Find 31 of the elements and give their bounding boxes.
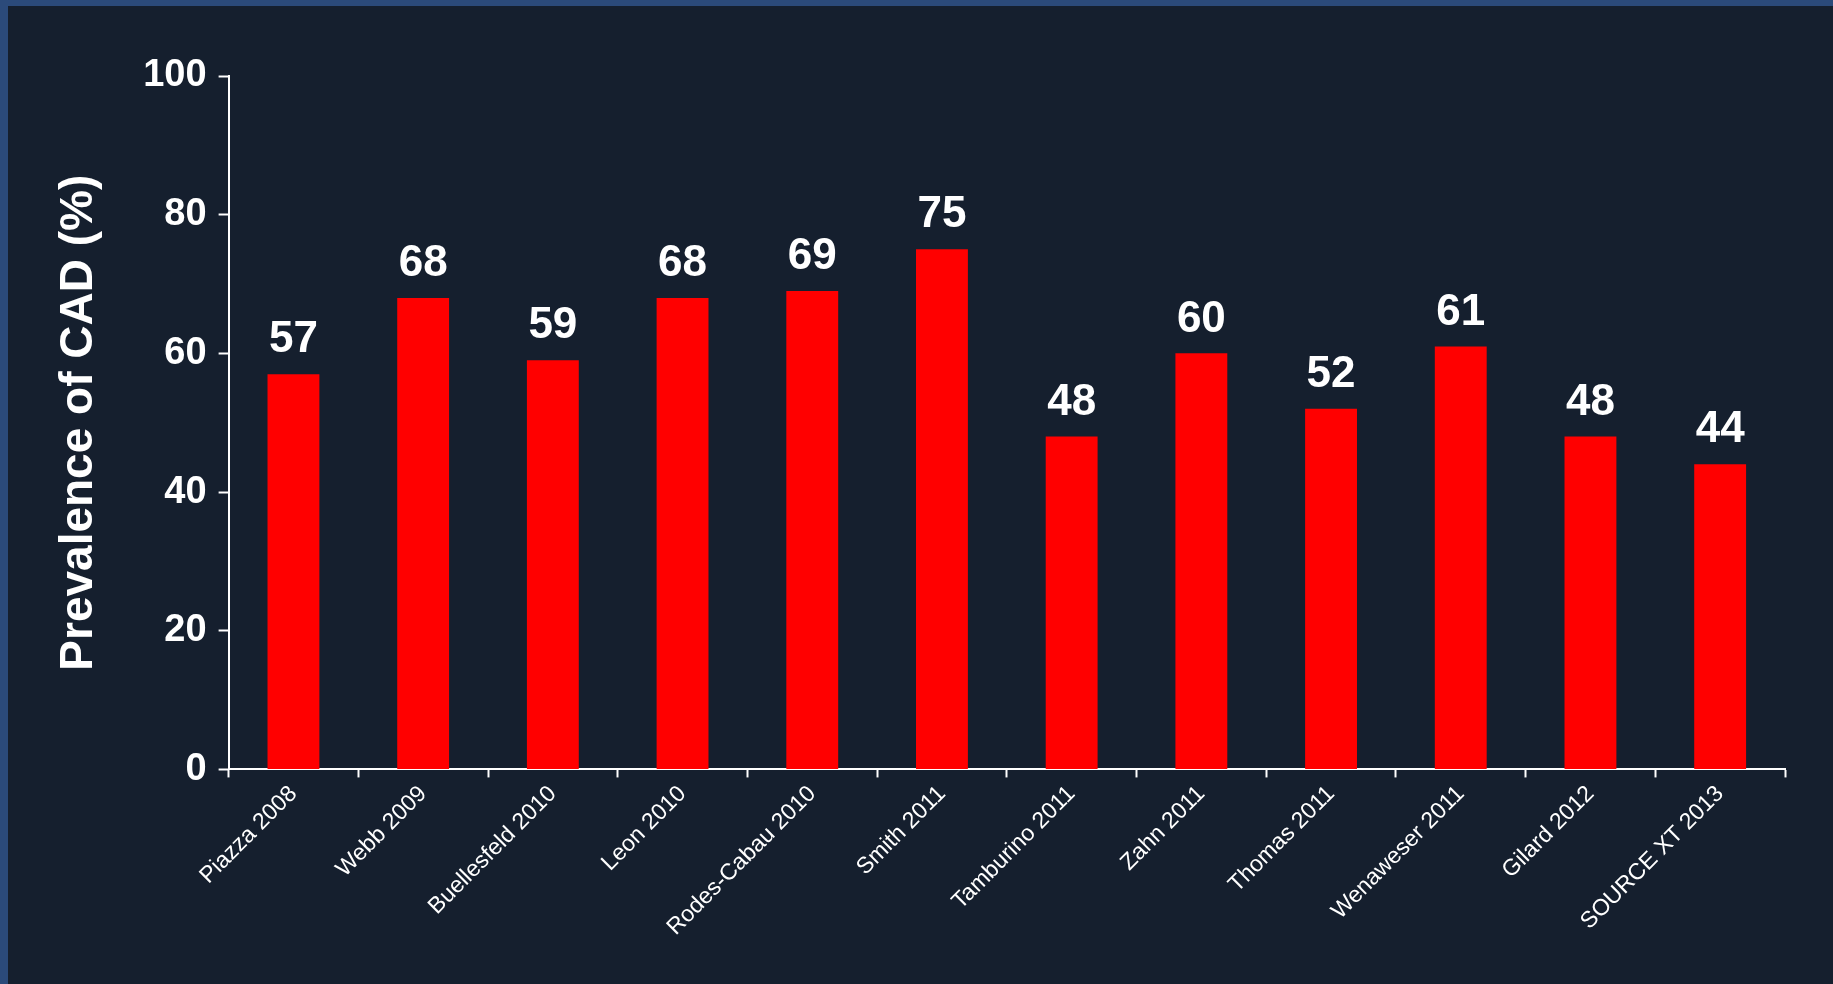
bar [1305,408,1357,769]
data-label: 48 [1047,374,1097,424]
bar [1175,353,1228,769]
data-label: 48 [1565,374,1615,424]
bar [526,360,579,769]
bar [1564,436,1617,769]
data-label: 69 [787,229,837,279]
bar [786,290,839,769]
bar [267,374,320,769]
bar [916,249,968,769]
data-label: 44 [1695,402,1746,452]
bar [1045,436,1098,769]
y-tick-label: 100 [143,52,207,95]
data-label: 57 [268,312,318,362]
y-tick-label: 0 [185,745,207,788]
bar [397,297,450,769]
data-label: 52 [1306,346,1356,396]
y-tick-label: 20 [164,607,207,650]
bar [1694,464,1747,769]
data-label: 75 [917,187,967,237]
data-label: 59 [528,298,578,348]
data-label: 68 [398,236,448,286]
data-label: 68 [658,236,708,286]
data-label: 60 [1176,291,1226,341]
y-axis-title: Prevalence of CAD (%) [50,174,103,671]
bar [656,297,709,769]
bar [1434,346,1487,769]
y-tick-label: 80 [164,191,207,234]
y-tick-label: 40 [164,468,207,511]
data-label: 61 [1436,284,1486,334]
y-tick-label: 60 [164,329,207,372]
